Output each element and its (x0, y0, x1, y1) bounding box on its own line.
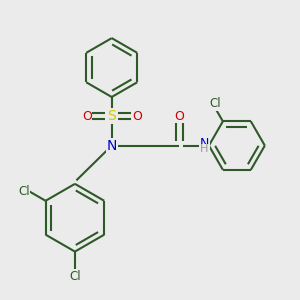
Text: N: N (106, 139, 117, 153)
Text: Cl: Cl (69, 269, 81, 283)
Text: O: O (132, 110, 142, 123)
Text: N: N (200, 137, 209, 150)
Text: H: H (200, 144, 209, 154)
Text: S: S (107, 109, 116, 123)
Text: Cl: Cl (18, 185, 29, 198)
Text: O: O (82, 110, 92, 123)
Text: O: O (175, 110, 184, 123)
Text: Cl: Cl (209, 97, 221, 110)
